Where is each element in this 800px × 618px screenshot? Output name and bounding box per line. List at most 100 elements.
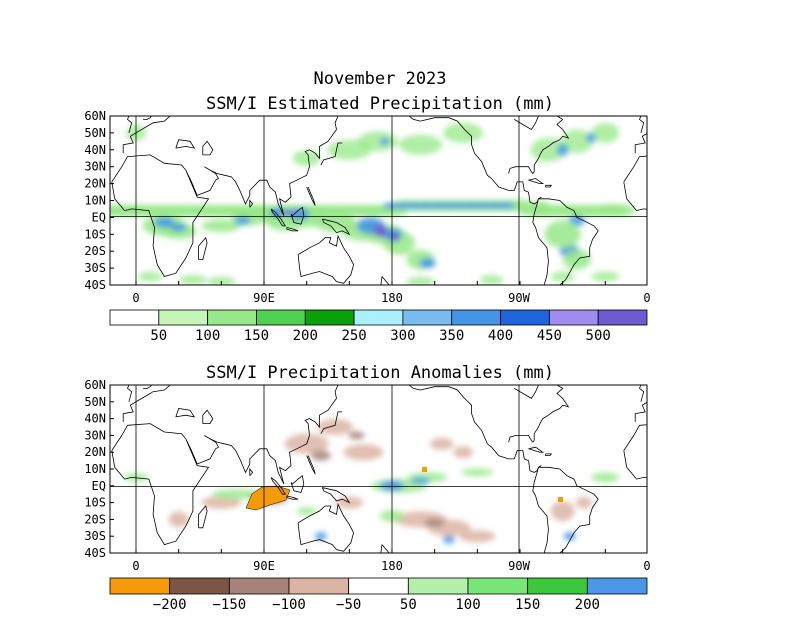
field-patch xyxy=(201,496,242,509)
field-patch xyxy=(310,450,331,461)
latitude-label: 10N xyxy=(84,462,106,476)
field-patch xyxy=(461,468,494,477)
latitude-label: EQ xyxy=(92,210,106,224)
field-patch xyxy=(178,274,207,285)
field-patch xyxy=(531,200,552,217)
field-patch xyxy=(373,224,388,237)
latitude-label: 30N xyxy=(84,160,106,174)
latitude-label: 20N xyxy=(84,445,106,459)
field-patch xyxy=(348,431,365,440)
field-patch xyxy=(314,532,327,541)
month-title: November 2023 xyxy=(313,69,447,89)
colorbar-swatch xyxy=(407,577,469,595)
field-patch xyxy=(343,444,384,461)
latitude-label: 60N xyxy=(84,378,106,392)
colorbar-swatch xyxy=(402,309,453,326)
latitude-label: 30S xyxy=(84,529,106,543)
colorbar-swatch xyxy=(256,309,306,326)
field-patch xyxy=(443,122,484,143)
field-patch xyxy=(453,446,474,459)
colorbar-label: 50 xyxy=(150,328,167,344)
precipitation-field xyxy=(110,122,636,285)
colorbar-label: 100 xyxy=(195,328,220,344)
longitude-labels: 0 90E 180 90W 0 xyxy=(132,559,650,573)
latitude-label: 60N xyxy=(84,109,106,123)
colorbar-labels: −200 −150 −100 −50 50 100 150 200 xyxy=(153,597,600,613)
field-patch xyxy=(292,150,321,167)
coastline xyxy=(111,116,647,285)
map-gridlines xyxy=(110,116,647,285)
colorbar-label: 250 xyxy=(341,328,366,344)
longitude-label: 180 xyxy=(381,559,403,573)
colorbar-labels: 50 100 150 200 250 300 350 400 450 500 xyxy=(150,328,610,344)
latitude-labels: 60N 50N 40N 30N 20N 10N EQ 10S 20S 30S 40S xyxy=(84,378,106,560)
axis-ticks xyxy=(110,115,606,286)
colorbar-swatch xyxy=(500,309,550,326)
field-patch xyxy=(154,217,175,228)
colorbar-swatch xyxy=(467,577,529,595)
field-patch xyxy=(424,518,445,527)
field-patch xyxy=(562,249,591,270)
coastline-outline xyxy=(111,116,647,285)
axis-ticks xyxy=(110,384,606,554)
strong-dry-anomaly xyxy=(558,497,563,502)
latitude-label: 40N xyxy=(84,412,106,426)
field-patch xyxy=(170,223,187,232)
field-patch xyxy=(496,202,515,209)
latitude-label: 20N xyxy=(84,177,106,191)
map-gridlines xyxy=(110,385,647,553)
field-patch xyxy=(398,134,443,155)
field-patch xyxy=(459,530,496,543)
colorbar-swatch xyxy=(304,309,355,326)
latitude-label: 20S xyxy=(84,244,106,258)
field-patch xyxy=(201,219,242,232)
colorbar-swatch xyxy=(228,577,290,595)
colorbar-swatch xyxy=(597,309,648,326)
field-patch xyxy=(591,271,620,282)
colorbar-label: 500 xyxy=(586,328,611,344)
field-patch xyxy=(410,477,431,484)
field-patch xyxy=(591,122,620,143)
field-patch xyxy=(556,143,569,156)
colorbar-label: −50 xyxy=(336,597,361,613)
field-patch xyxy=(560,129,593,154)
field-patch xyxy=(596,203,629,214)
colorbar-label: 450 xyxy=(537,328,562,344)
colorbar-swatch xyxy=(169,577,230,595)
field-patch xyxy=(389,233,400,242)
longitude-label: 90E xyxy=(253,559,275,573)
colorbar-swatch xyxy=(109,577,171,595)
longitude-labels: 0 90E 180 90W 0 xyxy=(132,291,650,305)
colorbar-swatch xyxy=(451,309,501,326)
latitude-label: 10S xyxy=(84,496,106,510)
latitude-label: 10S xyxy=(84,227,106,241)
colorbar-label: 150 xyxy=(515,597,540,613)
colorbar-label: 50 xyxy=(400,597,417,613)
field-patch xyxy=(379,137,390,146)
longitude-label: 90W xyxy=(508,559,530,573)
field-patch xyxy=(284,209,295,216)
bottom-map-title: SSM/I Precipitation Anomalies (mm) xyxy=(206,363,554,383)
longitude-label: 0 xyxy=(643,291,650,305)
field-patch xyxy=(544,220,581,249)
latitude-label: 40N xyxy=(84,143,106,157)
colorbar-swatch xyxy=(586,577,648,595)
latitude-label: 50N xyxy=(84,395,106,409)
anomaly-map: 60N 50N 40N 30N 20N 10N EQ 10S 20S 30S 40S 0 90E 180… xyxy=(84,378,650,573)
longitude-label: 0 xyxy=(643,559,650,573)
latitude-label: 10N xyxy=(84,194,106,208)
colorbar-boxes xyxy=(109,577,648,595)
latitude-label: 40S xyxy=(84,278,106,292)
colorbar-swatch xyxy=(548,309,599,326)
longitude-label: 0 xyxy=(132,291,139,305)
longitude-label: 90W xyxy=(508,291,530,305)
field-patch xyxy=(419,258,436,269)
field-patch xyxy=(550,501,575,521)
colorbar-label: −100 xyxy=(272,597,306,613)
colorbar-swatch xyxy=(288,577,350,595)
strong-dry-anomaly xyxy=(422,467,427,472)
colorbar-swatch xyxy=(109,309,160,326)
field-patch xyxy=(442,535,455,544)
longitude-label: 0 xyxy=(132,559,139,573)
